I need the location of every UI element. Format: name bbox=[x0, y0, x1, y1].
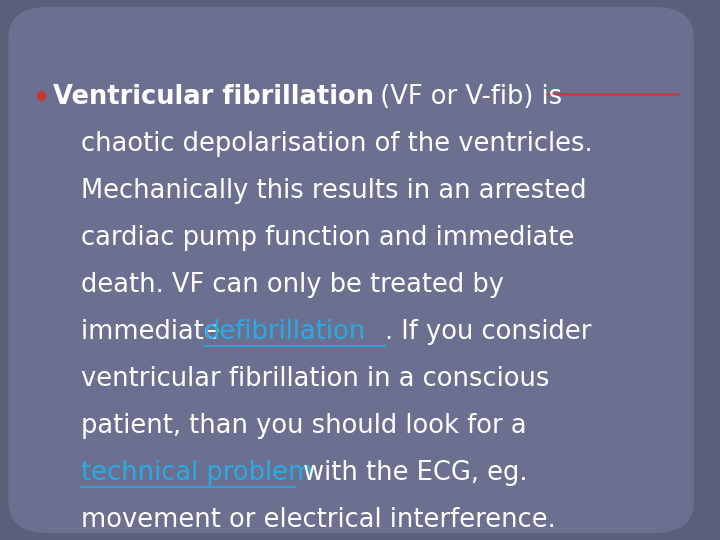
Text: patient, than you should look for a: patient, than you should look for a bbox=[81, 413, 526, 439]
Text: movement or electrical interference.: movement or electrical interference. bbox=[81, 507, 556, 533]
Text: Ventricular fibrillation: Ventricular fibrillation bbox=[53, 84, 374, 110]
Text: immediate: immediate bbox=[81, 319, 228, 345]
FancyBboxPatch shape bbox=[7, 5, 696, 535]
Text: with the ECG, eg.: with the ECG, eg. bbox=[295, 460, 528, 486]
Text: . If you consider: . If you consider bbox=[384, 319, 591, 345]
Text: death. VF can only be treated by: death. VF can only be treated by bbox=[81, 272, 504, 298]
Text: ●: ● bbox=[35, 88, 46, 101]
Text: (VF or V-fib) is: (VF or V-fib) is bbox=[372, 84, 562, 110]
Text: defibrillation: defibrillation bbox=[204, 319, 366, 345]
Text: technical problem: technical problem bbox=[81, 460, 313, 486]
Text: cardiac pump function and immediate: cardiac pump function and immediate bbox=[81, 225, 574, 251]
Text: chaotic depolarisation of the ventricles.: chaotic depolarisation of the ventricles… bbox=[81, 131, 593, 157]
Text: Mechanically this results in an arrested: Mechanically this results in an arrested bbox=[81, 178, 586, 204]
Text: ventricular fibrillation in a conscious: ventricular fibrillation in a conscious bbox=[81, 366, 549, 392]
